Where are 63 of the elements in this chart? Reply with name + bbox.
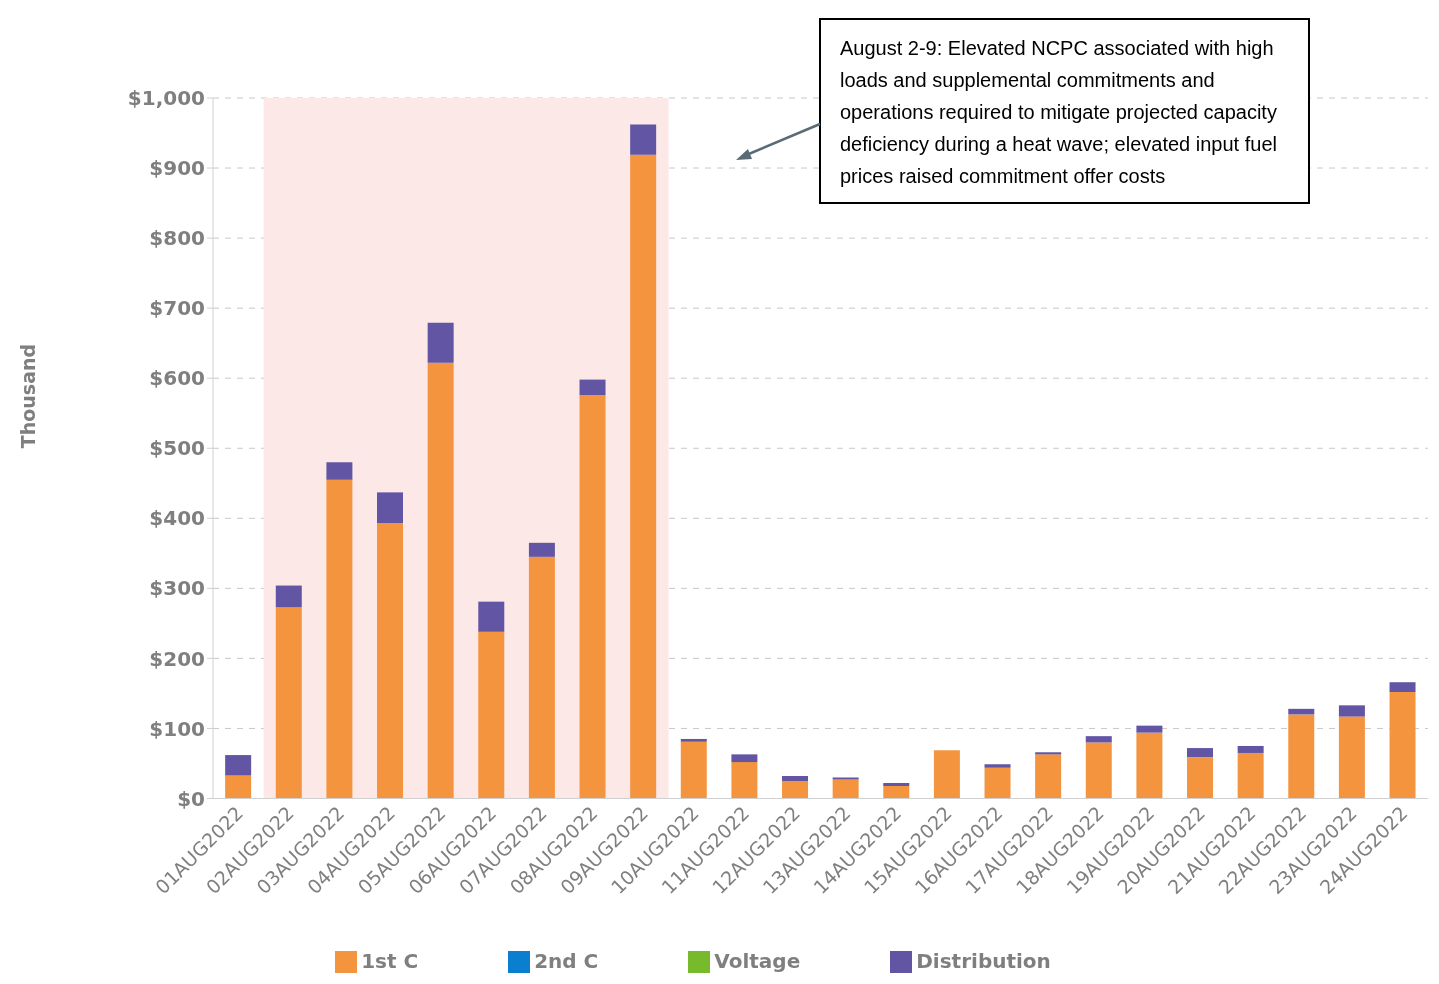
bar [1085,736,1112,743]
bar [427,362,454,799]
bar [478,631,505,799]
bar [883,785,910,799]
bar [731,754,758,763]
bar [1035,752,1062,755]
bar [1288,714,1315,799]
bar [1136,725,1163,733]
y-tick-label: $500 [149,436,205,461]
bar [377,523,404,799]
y-tick-label: $1,000 [127,86,205,111]
bar [984,767,1011,799]
y-tick-label: $900 [149,156,205,181]
y-tick-label: $200 [149,646,205,671]
legend-label: Distribution [916,948,1051,973]
bar [1237,745,1264,753]
bar [1187,748,1214,758]
legend-label: Voltage [714,948,801,973]
y-tick-label: $100 [149,716,205,741]
bar [326,462,353,480]
bar [478,601,505,632]
bar [427,322,454,363]
bar [933,750,960,799]
bar [782,780,809,799]
bar [1338,705,1365,717]
bar [1389,692,1416,799]
bar [528,556,555,799]
bar [326,479,353,799]
y-tick-label: $300 [149,576,205,601]
bar [832,779,859,799]
bar [782,776,809,781]
bar [275,585,302,608]
bar [731,762,758,799]
bar [630,154,657,799]
bar [579,395,606,799]
legend-label: 2nd C [534,948,599,973]
bar [377,492,404,524]
bar [680,738,707,742]
bar [1237,752,1264,799]
y-tick-label: $400 [149,506,205,531]
bar [579,379,606,396]
bar [1035,754,1062,799]
bar [883,783,910,786]
y-tick-label: $600 [149,366,205,391]
y-tick-label: $0 [177,786,205,811]
y-tick-label: $700 [149,296,205,321]
bar [1389,682,1416,693]
bar [984,764,1011,768]
annotation: August 2-9: Elevated NCPC associated with high loads and supplemental commitments and operations required to mitigate projected capacity deficiency during a heat wave; elevated input fuel prices raised commitment offer costs [819,18,1310,204]
bar [1085,742,1112,799]
legend-label: 1st C [361,948,419,973]
bar [225,755,252,776]
bar [225,775,252,799]
bar [275,607,302,799]
bar [680,741,707,799]
bar [1338,716,1365,799]
bar [1187,757,1214,799]
bar [832,777,859,780]
y-tick-label: $800 [149,226,205,251]
bar [528,542,555,557]
y-axis-title: Thousand [16,343,39,449]
bar [1136,732,1163,799]
bar [630,124,657,155]
